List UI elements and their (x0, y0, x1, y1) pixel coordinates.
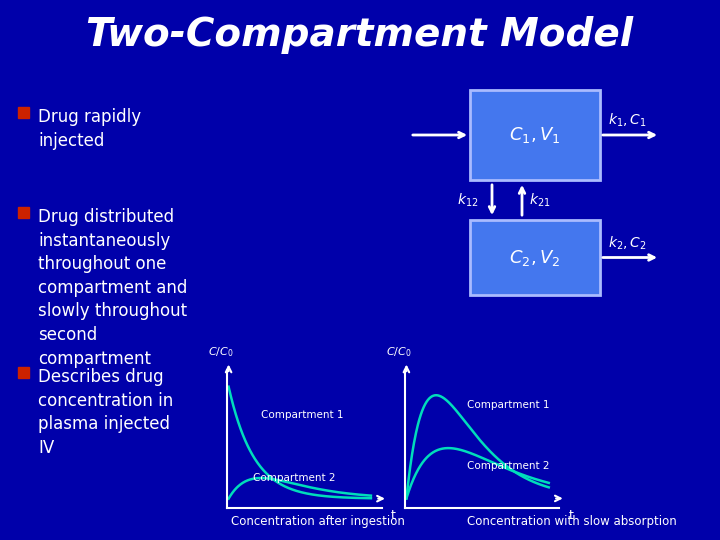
Text: t: t (391, 509, 396, 522)
Text: $k_{21}$: $k_{21}$ (529, 191, 551, 208)
Text: $k_1, C_1$: $k_1, C_1$ (608, 112, 647, 129)
Text: Concentration with slow absorption: Concentration with slow absorption (467, 516, 677, 529)
Text: Drug rapidly
injected: Drug rapidly injected (38, 108, 141, 150)
Text: Two-Compartment Model: Two-Compartment Model (86, 16, 634, 54)
Text: $C_2, V_2$: $C_2, V_2$ (509, 247, 561, 267)
Text: Concentration after ingestion: Concentration after ingestion (231, 516, 405, 529)
Bar (470, 90, 600, 180)
Text: $k_{12}$: $k_{12}$ (457, 191, 479, 208)
Bar (18, 207, 29, 218)
Text: Compartment 2: Compartment 2 (467, 461, 549, 471)
Text: Compartment 2: Compartment 2 (253, 472, 336, 483)
Text: $C_1, V_1$: $C_1, V_1$ (509, 125, 561, 145)
Text: Compartment 1: Compartment 1 (261, 410, 343, 420)
Text: $C/C_0$: $C/C_0$ (208, 345, 233, 359)
Bar (470, 220, 600, 295)
Text: Compartment 1: Compartment 1 (467, 400, 549, 410)
Text: $k_2, C_2$: $k_2, C_2$ (608, 234, 647, 252)
Bar (18, 107, 29, 118)
Text: Describes drug
concentration in
plasma injected
IV: Describes drug concentration in plasma i… (38, 368, 174, 457)
Bar (18, 367, 29, 378)
Text: Drug distributed
instantaneously
throughout one
compartment and
slowly throughou: Drug distributed instantaneously through… (38, 208, 187, 368)
Text: t: t (569, 509, 574, 522)
Text: $C/C_0$: $C/C_0$ (386, 345, 411, 359)
